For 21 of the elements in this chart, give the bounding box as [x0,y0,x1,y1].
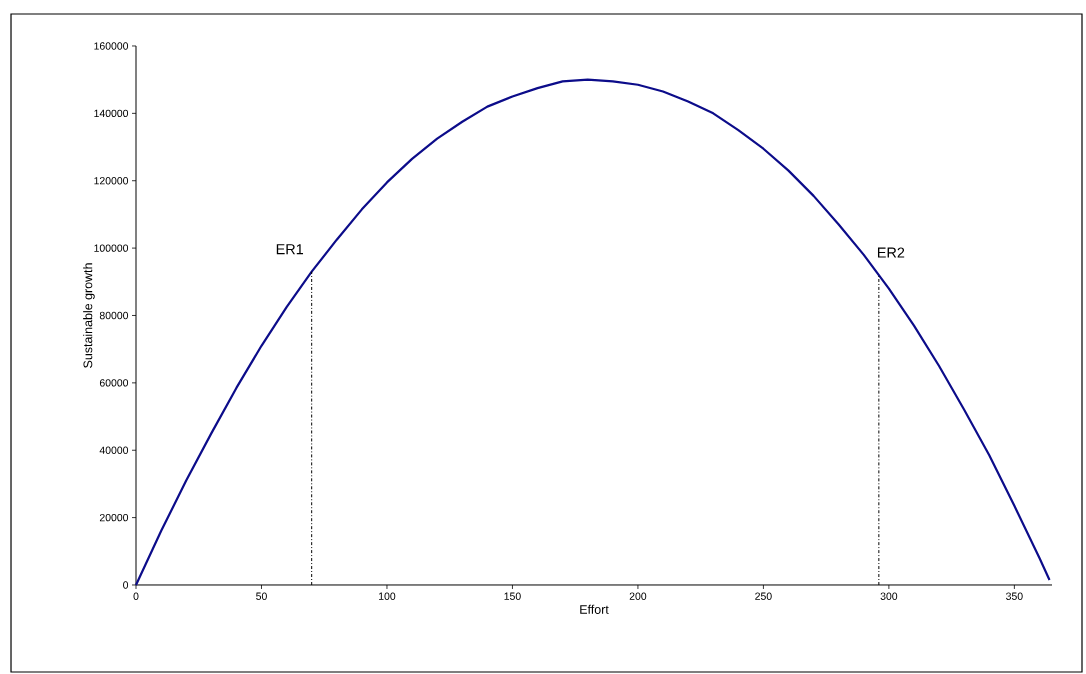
x-tick-label: 200 [629,592,647,600]
y-tick-label: 0 [123,581,129,589]
x-tick-label: 250 [755,592,772,600]
x-tick-label: 100 [379,592,396,600]
x-tick-label: 50 [256,592,267,600]
y-tick-label: 140000 [94,109,129,118]
y-tick-label: 80000 [99,311,129,320]
y-tick-label: 40000 [99,446,129,454]
x-axis-title: Effort [580,604,609,614]
y-tick-label: 120000 [94,177,129,185]
x-tick-label: 300 [880,592,898,600]
ref-line-label: ER1 [276,244,304,255]
y-tick-label: 160000 [94,42,129,50]
x-tick-label: 350 [1006,592,1023,600]
x-tick-label: 150 [504,592,521,600]
y-tick-label: 20000 [99,513,129,522]
y-tick-label: 100000 [94,244,129,252]
x-tick-label: 0 [133,592,139,600]
y-tick-label: 60000 [99,379,129,387]
y-axis-title: Sustainable growth [83,263,95,368]
ref-line-label: ER2 [877,247,905,258]
